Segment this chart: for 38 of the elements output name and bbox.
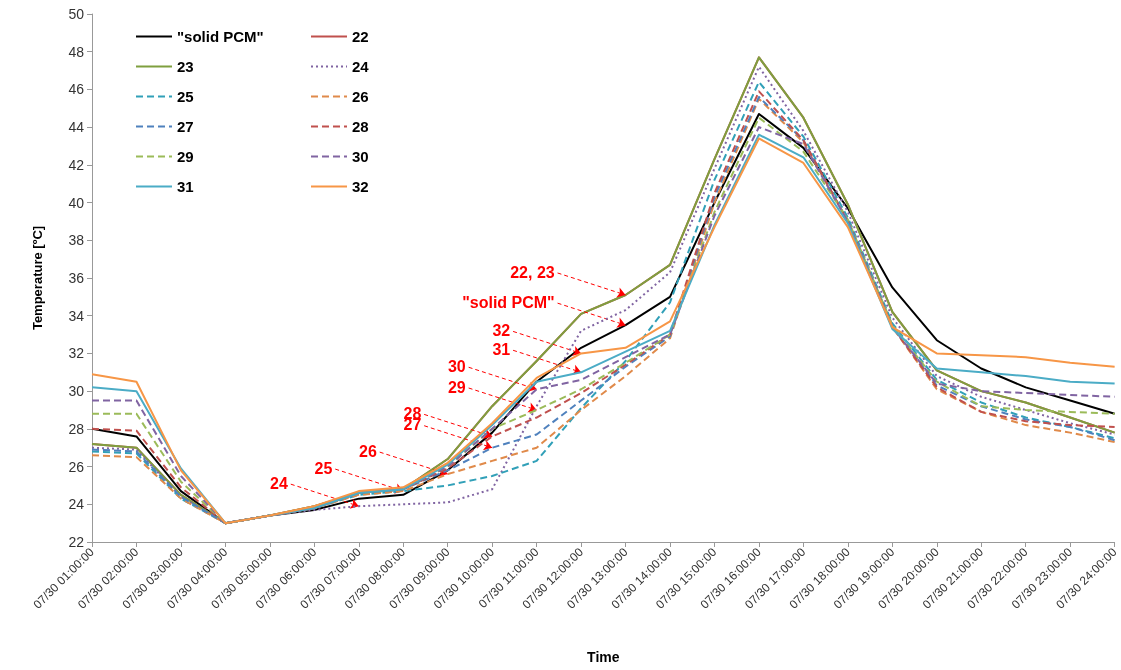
legend-label: 23	[177, 58, 194, 75]
y-tick-label: 24	[68, 496, 85, 513]
x-axis-title: Time	[587, 649, 620, 665]
y-tick-label: 42	[68, 156, 85, 173]
y-tick-label: 48	[68, 43, 85, 60]
legend-label: "solid PCM"	[177, 28, 264, 45]
y-tick-label: 28	[68, 420, 85, 437]
legend-label: 26	[352, 88, 369, 105]
annotation: 29	[447, 378, 466, 396]
y-tick-label: 40	[68, 194, 85, 211]
legend-label: 27	[177, 118, 194, 135]
legend-label: 24	[352, 58, 370, 75]
annotation: 24	[270, 474, 289, 492]
legend-label: 32	[352, 178, 369, 195]
annotation: 25	[314, 459, 333, 477]
y-tick-label: 30	[68, 383, 85, 400]
y-tick-label: 36	[68, 270, 85, 286]
y-axis-title: Temperature [ºC]	[30, 225, 45, 331]
annotation: "solid PCM"	[462, 293, 555, 311]
annotation: 32	[492, 322, 511, 340]
y-tick-label: 46	[68, 81, 85, 98]
y-tick-label: 22	[68, 534, 85, 550]
y-tick-label: 34	[68, 307, 85, 324]
legend-label: 31	[177, 178, 194, 195]
y-tick-label: 26	[68, 458, 85, 475]
legend-label: 22	[352, 28, 369, 45]
annotation: 26	[359, 442, 377, 460]
legend-label: 30	[352, 148, 369, 165]
annotation: 22, 23	[510, 263, 555, 281]
y-tick-label: 50	[68, 6, 85, 22]
annotation: 31	[492, 340, 511, 358]
y-tick-label: 32	[68, 345, 85, 362]
legend-label: 25	[177, 88, 194, 105]
legend-label: 28	[352, 118, 369, 135]
legend-label: 29	[177, 148, 194, 165]
annotation: 30	[447, 357, 466, 375]
y-tick-label: 44	[68, 119, 85, 136]
y-tick-label: 38	[68, 232, 85, 249]
